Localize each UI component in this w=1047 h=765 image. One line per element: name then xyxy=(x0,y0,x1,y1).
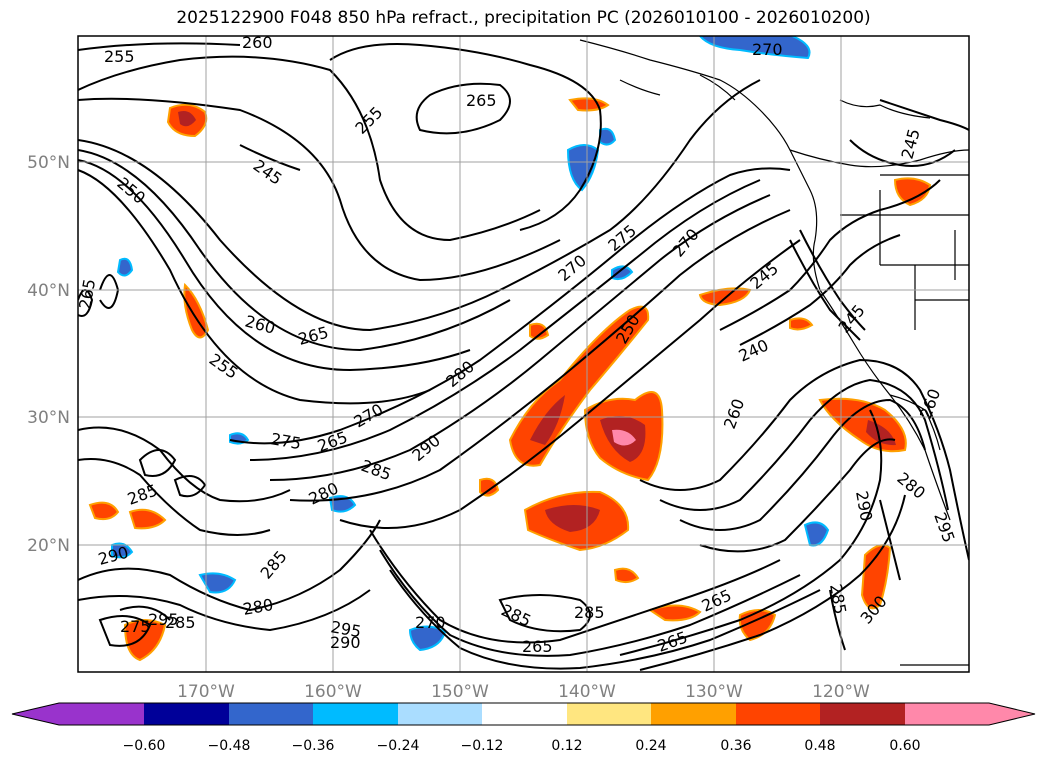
contour-label: 275 xyxy=(120,617,151,636)
colorbar-tick-label: −0.36 xyxy=(292,738,335,754)
colorbar-outline xyxy=(11,702,1036,726)
colorbar-segment xyxy=(59,703,144,725)
colorbar-extend-min xyxy=(12,703,59,725)
colorbar-tick-label: 0.36 xyxy=(720,738,751,754)
contour-label: 295 xyxy=(148,610,179,629)
map-area xyxy=(78,36,969,672)
lat-axis: 50°N 40°N 30°N 20°N xyxy=(27,153,70,556)
colorbar-segment xyxy=(905,703,989,725)
colorbar-segment xyxy=(313,703,398,725)
lon-tick-label: 130°W xyxy=(685,682,743,702)
colorbar-tick-label: 0.48 xyxy=(804,738,835,754)
lon-tick-label: 120°W xyxy=(812,682,870,702)
colorbar-segment xyxy=(144,703,229,725)
contour-label: 285 xyxy=(165,613,196,632)
colorbar-segment xyxy=(567,703,651,725)
contour-label: 290 xyxy=(330,633,361,652)
lon-tick-label: 160°W xyxy=(304,682,362,702)
colorbar-segment xyxy=(651,703,736,725)
lat-tick-label: 50°N xyxy=(27,153,70,173)
contour-label: 265 xyxy=(522,637,553,656)
contour-label: 265 xyxy=(466,91,497,110)
colorbar-tick-label: −0.12 xyxy=(461,738,504,754)
contour-label: 270 xyxy=(752,40,783,59)
colorbar-tick-label: 0.60 xyxy=(889,738,920,754)
lon-tick-label: 150°W xyxy=(431,682,489,702)
lon-tick-label: 140°W xyxy=(558,682,616,702)
lat-tick-label: 40°N xyxy=(27,281,70,301)
map-frame xyxy=(77,35,970,673)
colorbar-tick-label: −0.48 xyxy=(208,738,251,754)
colorbar-tick-label: −0.24 xyxy=(377,738,420,754)
colorbar-segment xyxy=(482,703,567,725)
colorbar: −0.60 −0.48 −0.36 −0.24 −0.12 0.12 0.24 … xyxy=(11,702,1036,754)
contour-label: 255 xyxy=(104,47,135,66)
contour-label: 285 xyxy=(574,603,605,622)
contour-label: 270 xyxy=(415,613,446,632)
contour-label: 260 xyxy=(242,33,273,52)
colorbar-segment xyxy=(398,703,482,725)
figure-title: 2025122900 F048 850 hPa refract., precip… xyxy=(176,8,871,28)
colorbar-extend-max xyxy=(989,703,1035,725)
lat-tick-label: 20°N xyxy=(27,536,70,556)
colorbar-segment xyxy=(229,703,313,725)
lon-axis: 170°W 160°W 150°W 140°W 130°W 120°W xyxy=(177,682,870,702)
lat-tick-label: 30°N xyxy=(27,408,70,428)
colorbar-segment xyxy=(736,703,820,725)
lon-tick-label: 170°W xyxy=(177,682,235,702)
contour-label: 265 xyxy=(75,277,99,310)
colorbar-tick-label: 0.24 xyxy=(635,738,666,754)
coastlines xyxy=(579,39,969,666)
gridlines xyxy=(78,36,969,672)
colorbar-tick-label: 0.12 xyxy=(551,738,582,754)
colorbar-tick-label: −0.60 xyxy=(123,738,166,754)
colorbar-segment xyxy=(820,703,905,725)
